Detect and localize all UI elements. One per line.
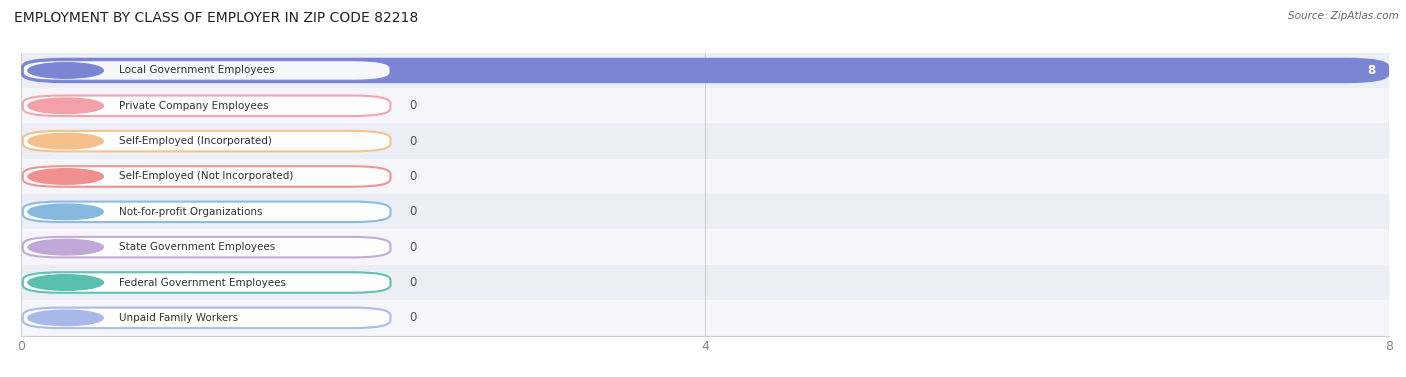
Text: Source: ZipAtlas.com: Source: ZipAtlas.com xyxy=(1288,11,1399,21)
Circle shape xyxy=(28,98,103,113)
FancyBboxPatch shape xyxy=(22,166,391,187)
Text: Self-Employed (Incorporated): Self-Employed (Incorporated) xyxy=(118,136,271,146)
Text: 0: 0 xyxy=(409,241,416,254)
FancyBboxPatch shape xyxy=(22,202,391,222)
Text: 0: 0 xyxy=(409,311,416,324)
FancyBboxPatch shape xyxy=(21,58,1389,83)
Text: Self-Employed (Not Incorporated): Self-Employed (Not Incorporated) xyxy=(118,172,292,181)
Bar xyxy=(21,265,1389,300)
Text: 0: 0 xyxy=(409,135,416,148)
Text: Unpaid Family Workers: Unpaid Family Workers xyxy=(118,313,238,323)
Circle shape xyxy=(28,169,103,184)
FancyBboxPatch shape xyxy=(22,237,391,257)
Bar xyxy=(21,194,1389,230)
Bar xyxy=(21,159,1389,194)
Circle shape xyxy=(28,239,103,255)
FancyBboxPatch shape xyxy=(22,131,391,152)
Bar xyxy=(21,53,1389,88)
Text: EMPLOYMENT BY CLASS OF EMPLOYER IN ZIP CODE 82218: EMPLOYMENT BY CLASS OF EMPLOYER IN ZIP C… xyxy=(14,11,419,25)
FancyBboxPatch shape xyxy=(22,308,391,328)
FancyBboxPatch shape xyxy=(22,95,391,116)
Text: State Government Employees: State Government Employees xyxy=(118,242,276,252)
Bar xyxy=(21,124,1389,159)
Circle shape xyxy=(28,275,103,290)
FancyBboxPatch shape xyxy=(22,272,391,293)
Bar xyxy=(21,88,1389,124)
Text: 0: 0 xyxy=(409,170,416,183)
Text: Private Company Employees: Private Company Employees xyxy=(118,101,269,111)
FancyBboxPatch shape xyxy=(22,60,391,81)
Text: 0: 0 xyxy=(409,99,416,112)
Text: 8: 8 xyxy=(1367,64,1375,77)
Text: 0: 0 xyxy=(409,205,416,218)
Bar xyxy=(21,300,1389,336)
Text: Not-for-profit Organizations: Not-for-profit Organizations xyxy=(118,207,262,217)
Text: Federal Government Employees: Federal Government Employees xyxy=(118,277,285,288)
Circle shape xyxy=(28,133,103,149)
Circle shape xyxy=(28,310,103,326)
Circle shape xyxy=(28,63,103,78)
Text: 0: 0 xyxy=(409,276,416,289)
Circle shape xyxy=(28,204,103,220)
Bar xyxy=(21,230,1389,265)
Text: Local Government Employees: Local Government Employees xyxy=(118,66,274,75)
